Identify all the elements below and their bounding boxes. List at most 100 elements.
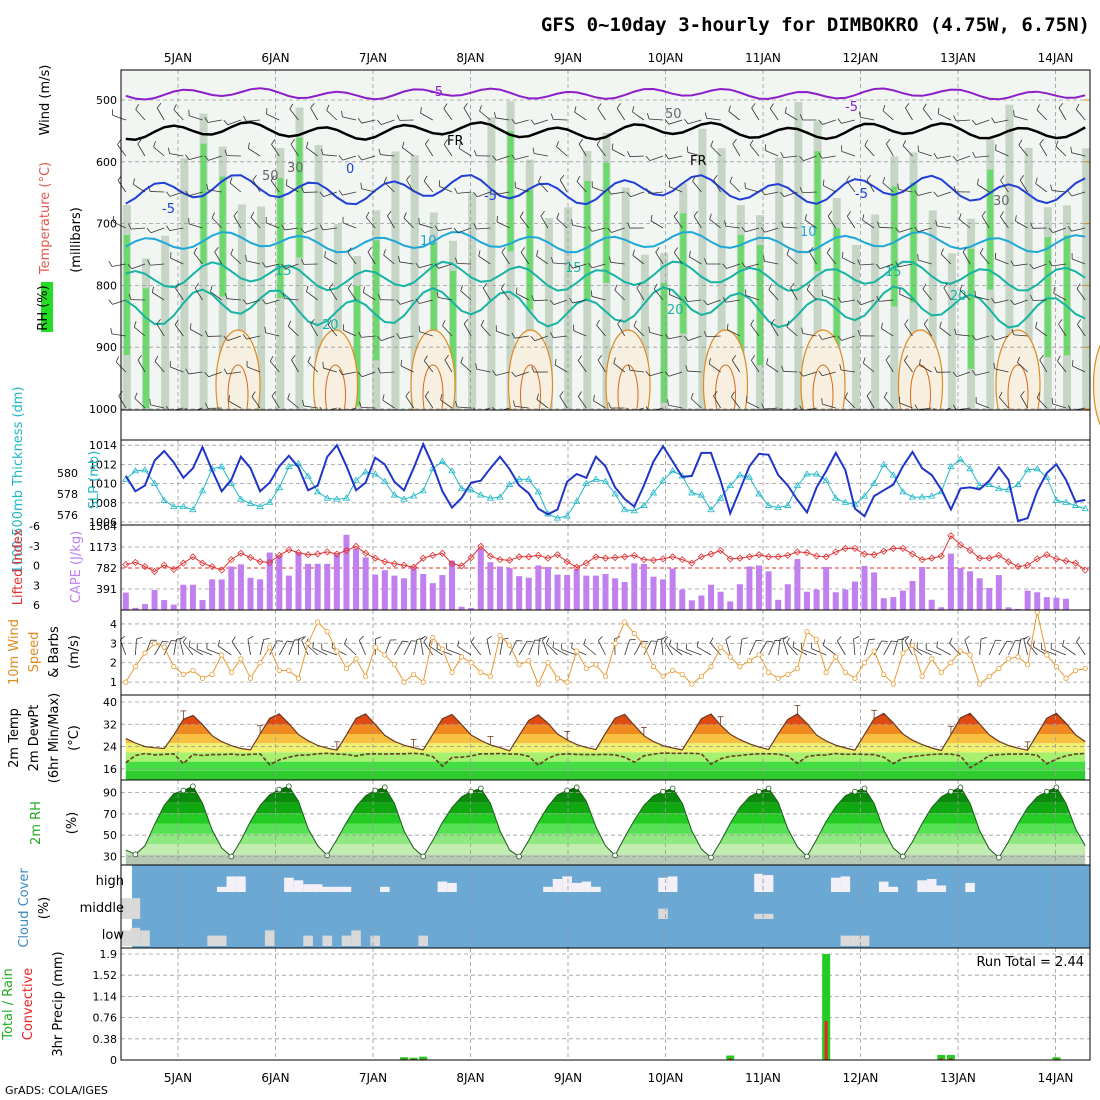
wind-barb (976, 402, 990, 409)
wind-barb (189, 115, 203, 121)
wind-barb (576, 181, 587, 193)
wind-barb (549, 299, 555, 305)
wind-barb (476, 368, 491, 373)
rh-band (125, 786, 1086, 793)
wind-barb (750, 324, 760, 337)
surface-wind-barb (661, 635, 667, 640)
rh-humid-band (910, 182, 917, 303)
wind-barb (1017, 356, 1021, 363)
rh-band (125, 823, 1086, 834)
wind-barb (971, 335, 977, 341)
thickness-point (189, 505, 197, 513)
wind-barb (857, 259, 861, 266)
wind-barb (532, 147, 535, 154)
thickness-point (668, 467, 677, 474)
wind-barb (402, 147, 414, 157)
surface-wind-barb (657, 638, 664, 640)
lifted-index-point (841, 544, 849, 552)
wind-barb (137, 359, 146, 373)
cape-bar (468, 607, 475, 610)
wind-barb (751, 103, 756, 109)
wind-speed-point (401, 679, 407, 685)
temp-label-3: (6hr Min/Max) (47, 693, 62, 783)
wind-barb (750, 319, 755, 325)
wind-barb (111, 263, 126, 267)
thickness-point (381, 477, 389, 484)
surface-wind-barb (936, 647, 952, 656)
thickness-point (611, 490, 619, 497)
wind-barb (306, 141, 309, 148)
cloud-middle-bar (658, 908, 668, 919)
lifted-index-point (323, 548, 331, 556)
wind-barb (692, 175, 696, 182)
slp-line (124, 441, 1086, 523)
cape-bar (276, 555, 283, 610)
wind-barb (922, 108, 933, 121)
wind-barb (744, 182, 746, 189)
surface-wind-barb (598, 635, 603, 641)
wind-barb (1053, 287, 1055, 294)
wind-speed-point (900, 650, 906, 656)
cape-bar (257, 579, 264, 610)
surface-wind-barb (597, 640, 606, 656)
wind-barb (614, 284, 618, 291)
wind-speed-point (228, 669, 234, 676)
surface-wind-barb (486, 635, 493, 640)
wind-barb (862, 214, 865, 221)
wind-barb (713, 395, 721, 409)
wind-barb (922, 283, 927, 290)
wind-speed-point (909, 642, 916, 648)
thickness-point (716, 494, 725, 501)
rh-extreme-point (1044, 788, 1050, 795)
wind-barb (760, 189, 765, 196)
wind-barb (803, 371, 817, 377)
wind-barb (383, 254, 395, 265)
wind-speed-point (343, 665, 350, 672)
thickness-point (582, 479, 591, 486)
cape-bar (247, 577, 254, 610)
wind-barb (922, 103, 927, 110)
wind-barb (818, 334, 823, 340)
wind-barb (707, 299, 721, 306)
wind-barb (770, 323, 779, 337)
cape-bar (218, 579, 225, 610)
lifted-index-point (592, 553, 600, 561)
cape-bar (995, 575, 1002, 610)
surface-wind-barb (782, 635, 789, 641)
rh-plume (1024, 147, 1033, 410)
wind-barb (378, 148, 381, 155)
wind-barb (693, 215, 702, 229)
wind-barb (922, 288, 933, 301)
wind-barb (799, 187, 803, 193)
lifted-index-point (131, 558, 139, 566)
surface-wind-barb (312, 647, 328, 656)
thickness-point (150, 479, 159, 486)
surface-wind-barb (527, 640, 534, 643)
lifted-index-point (477, 542, 485, 550)
wind-speed-point (142, 650, 148, 656)
thickness-tick: 576 (57, 509, 78, 522)
cloud-high-bar (571, 882, 582, 892)
wind-barb (250, 211, 255, 218)
rh-humid-band (507, 131, 514, 252)
wind-barb (837, 335, 842, 341)
surface-wind-barb (881, 640, 888, 643)
wind-barb (265, 332, 280, 337)
wind-barb (607, 227, 612, 233)
wind-barb (327, 324, 338, 337)
wind-barb (322, 362, 324, 369)
slp-tick: 1014 (89, 439, 117, 452)
surface-wind-barb (420, 639, 424, 656)
rh-humid-band (584, 181, 591, 302)
precip-total-bar (937, 1054, 946, 1060)
surface-wind-barb (561, 649, 577, 656)
wind-barb (688, 335, 702, 342)
wind-speed-point (267, 644, 273, 650)
surface-wind-barb (1041, 648, 1057, 656)
lifted-index-point (745, 553, 753, 561)
wind-barb (127, 263, 133, 270)
wind-barb (115, 356, 120, 363)
wind-barb (347, 252, 357, 265)
wind-barb (270, 175, 275, 181)
cape-bar (161, 600, 168, 610)
